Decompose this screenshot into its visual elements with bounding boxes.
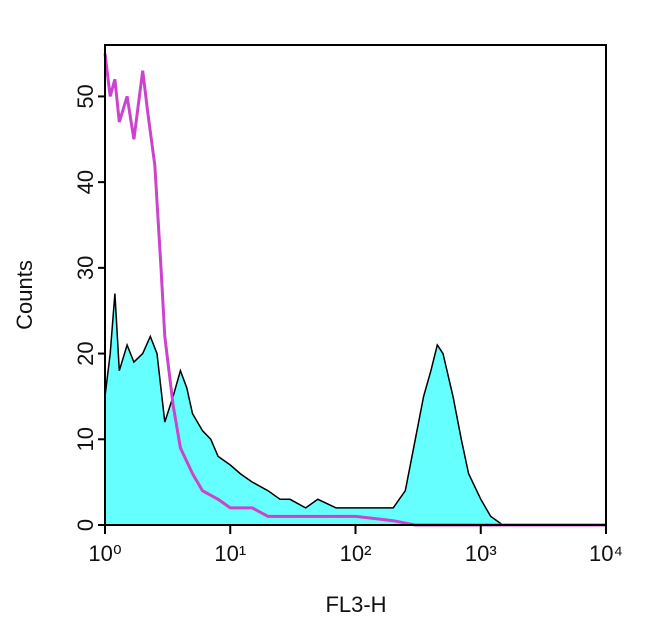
area-fill [105, 293, 606, 525]
y-tick-label: 10 [73, 427, 98, 451]
histogram-line [103, 53, 606, 527]
x-tick-label: 10¹ [214, 541, 246, 566]
y-tick-label: 0 [73, 519, 98, 531]
x-axis-label: FL3-H [325, 592, 386, 617]
x-tick-label: 10³ [465, 541, 497, 566]
y-tick-label: 20 [73, 341, 98, 365]
x-tick-label: 10² [340, 541, 372, 566]
y-tick-label: 50 [73, 84, 98, 108]
area-outline [104, 293, 606, 526]
y-tick-label: 30 [73, 256, 98, 280]
y-axis-label: Counts [12, 260, 37, 330]
x-tick-label: 10⁴ [589, 541, 623, 566]
x-tick-label: 10⁰ [88, 541, 121, 566]
y-tick-label: 40 [73, 170, 98, 194]
